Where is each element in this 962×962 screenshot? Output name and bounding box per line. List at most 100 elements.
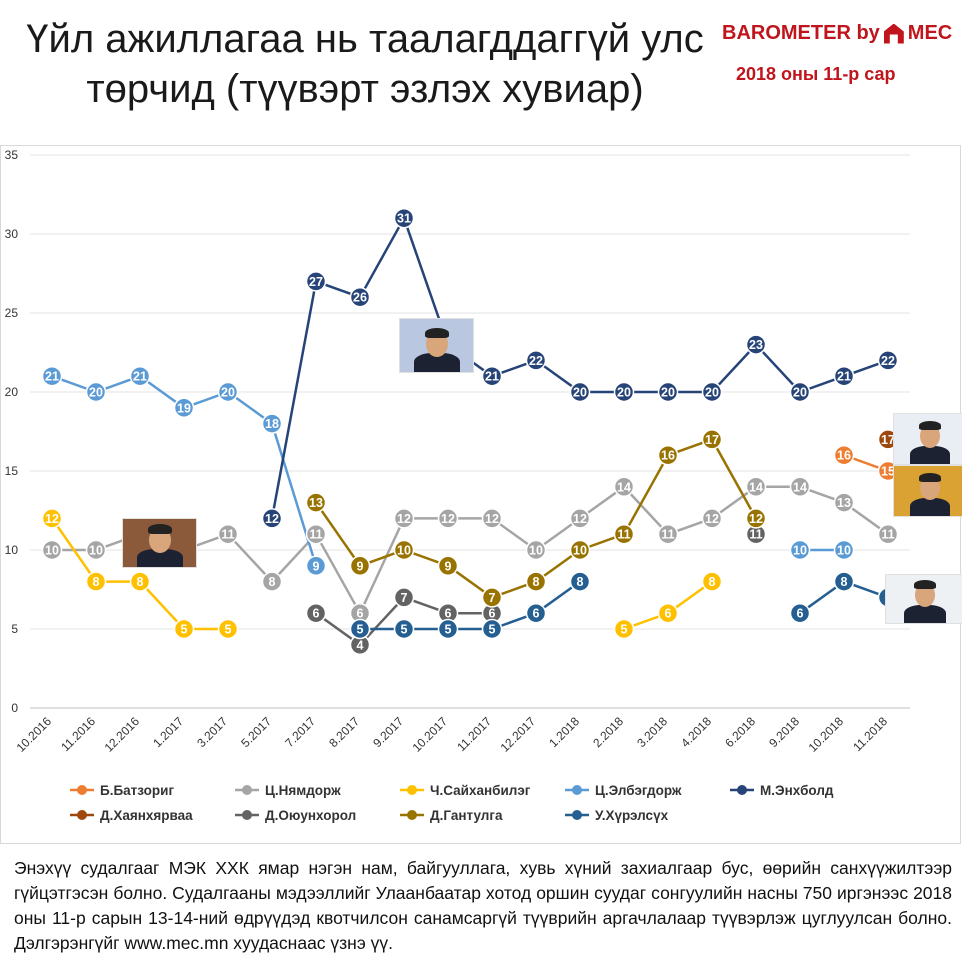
brand-text-left: BAROMETER by [722,22,880,44]
survey-date: 2018 оны 11-р сар [736,64,896,84]
legend-label: Д.Оюунхорол [265,808,356,823]
data-label: 14 [617,480,631,494]
data-point [789,539,811,561]
data-label: 21 [485,370,499,384]
data-point [525,539,547,561]
data-point [789,476,811,498]
data-label: 21 [837,370,851,384]
data-label: 9 [445,559,452,573]
data-label: 8 [269,575,276,589]
portrait-photo-khurelsukh [885,574,962,624]
y-tick-label: 35 [5,148,19,162]
data-point [173,397,195,419]
legend-swatch-marker [572,810,582,820]
data-label: 14 [793,480,807,494]
portrait-photo-khayankhyarvaa [893,413,962,465]
title-line-2: төрчид (түүвэрт эзлэх хувиар) [86,67,644,111]
data-label: 8 [841,575,848,589]
data-point [349,555,371,577]
portrait-photo-batzorig [893,465,962,517]
data-point [85,381,107,403]
data-label: 20 [89,386,103,400]
data-point [129,365,151,387]
data-label: 8 [577,575,584,589]
data-point [85,539,107,561]
data-label: 12 [749,512,763,526]
data-point [41,508,63,529]
data-label: 10 [397,544,411,558]
data-label: 26 [353,291,367,305]
data-label: 6 [489,607,496,621]
data-label: 10 [573,544,587,558]
data-point [393,539,415,561]
data-point [173,618,195,640]
y-tick-label: 25 [5,306,19,320]
data-label: 6 [665,607,672,621]
data-point [437,555,459,577]
data-point [305,271,327,292]
data-point [613,618,635,640]
data-label: 9 [357,559,364,573]
legend-label: У.Хүрэлсүх [595,808,669,823]
data-point [393,618,415,640]
data-point [437,618,459,640]
legend-swatch-marker [242,810,252,820]
mec-logo-icon [883,23,904,44]
chart-area: 0 5 10 15 20 25 30 35 10.2016 11.2016 12.2016 1.201… [0,145,962,845]
data-point [481,587,503,608]
data-label: 10 [45,544,59,558]
data-label: 5 [181,623,188,637]
data-label: 8 [137,575,144,589]
data-point [129,571,151,592]
y-tick-label: 5 [11,622,18,636]
data-point [217,381,239,403]
data-label: 17 [705,433,719,447]
data-point [217,618,239,640]
data-label: 12 [265,512,279,526]
legend-label: Д.Гантулга [430,808,503,823]
data-label: 8 [93,575,100,589]
data-label: 22 [881,354,895,368]
data-label: 13 [837,496,851,510]
data-point [877,350,899,371]
data-point [745,334,767,355]
data-label: 5 [225,623,232,637]
legend-swatch-marker [407,785,417,795]
legend-label: Д.Хаянхярваа [100,808,193,823]
data-label: 27 [309,275,323,289]
y-tick-label: 0 [11,701,18,715]
data-point [657,602,679,624]
data-label: 23 [749,338,763,352]
data-label: 8 [533,575,540,589]
legend-label: Ц.Нямдорж [265,783,341,798]
legend-label: Ц.Элбэгдорж [595,783,682,798]
data-label: 19 [177,401,191,415]
data-point [305,555,327,577]
data-point [41,539,63,561]
data-point [789,381,811,403]
data-point [261,413,283,434]
data-label: 11 [309,528,322,542]
data-point [877,523,899,545]
data-point [701,571,723,592]
data-point [481,618,503,640]
data-label: 20 [617,386,631,400]
y-tick-label: 30 [5,227,19,241]
data-label: 4 [357,638,364,652]
data-point [525,571,547,592]
brand-text-right: MEC [907,22,953,44]
data-label: 16 [661,449,675,463]
data-label: 12 [705,512,719,526]
data-label: 12 [573,512,587,526]
data-point [569,539,591,561]
data-label: 31 [397,212,411,226]
data-point [701,508,723,529]
data-label: 12 [485,512,499,526]
data-point [833,571,855,592]
data-point [305,602,327,624]
data-point [833,539,855,561]
data-label: 7 [401,591,408,605]
data-point [481,508,503,529]
data-point [569,571,591,592]
data-label: 20 [221,386,235,400]
